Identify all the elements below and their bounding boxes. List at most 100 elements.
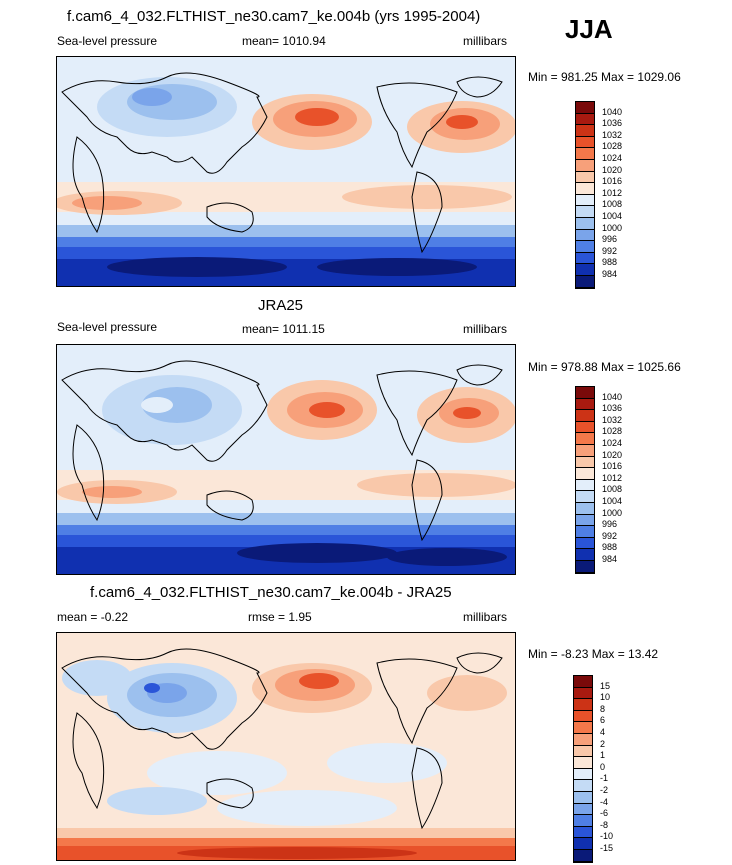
colorbar-swatch: [574, 815, 592, 827]
colorbar-swatch: [576, 183, 594, 195]
colorbar-swatch: [576, 444, 594, 457]
colorbar-level-label: 988: [602, 257, 618, 268]
panel-2-colorbar: 1040 1036 1032 1028 1024 1020 1016 1012 1008 1004…: [575, 386, 622, 574]
colorbar-level-label: 1032: [602, 129, 623, 140]
panel-1-map: [56, 56, 516, 287]
colorbar-level-label: -8: [600, 819, 609, 830]
colorbar-swatch: [576, 456, 594, 469]
panel-3-field: [57, 633, 515, 860]
colorbar-level-label: 996: [602, 519, 618, 530]
colorbar-level-label: 2: [600, 738, 606, 749]
panel-3-colorbar-swatches: [573, 675, 593, 863]
panel-1-minmax: Min = 981.25 Max = 1029.06: [528, 70, 681, 84]
colorbar-level-label: 1000: [602, 507, 623, 518]
colorbar-swatch: [574, 722, 592, 734]
colorbar-level-label: -4: [600, 796, 609, 807]
colorbar-level-label: 996: [602, 234, 618, 245]
colorbar-level-label: 1040: [602, 391, 623, 402]
panel-2-map: [56, 344, 516, 575]
colorbar-swatch: [576, 241, 594, 253]
colorbar-level-label: 8: [600, 703, 606, 714]
colorbar-level-label: 1020: [602, 164, 623, 175]
colorbar-swatch: [576, 264, 594, 276]
colorbar-swatch: [576, 479, 594, 492]
colorbar-swatch: [574, 733, 592, 746]
colorbar-level-label: 1040: [602, 106, 623, 117]
colorbar-level-label: 1036: [602, 118, 623, 129]
colorbar-swatch: [576, 229, 594, 242]
panel-3-map: [56, 632, 516, 861]
colorbar-swatch: [576, 252, 594, 265]
colorbar-level-label: 1: [600, 750, 606, 761]
colorbar-level-label: -6: [600, 808, 609, 819]
colorbar-swatch: [576, 275, 594, 288]
colorbar-swatch: [576, 206, 594, 218]
colorbar-level-label: 1012: [602, 472, 623, 483]
colorbar-swatch: [576, 491, 594, 503]
colorbar-swatch: [576, 549, 594, 561]
panel-2-units-label: millibars: [463, 322, 508, 336]
colorbar-swatch: [576, 194, 594, 207]
panel-2-field: [57, 345, 515, 574]
colorbar-level-label: 1004: [602, 211, 623, 221]
colorbar-swatch: [574, 791, 592, 804]
colorbar-swatch: [574, 745, 592, 758]
colorbar-swatch: [574, 768, 592, 781]
colorbar-swatch: [576, 560, 594, 573]
colorbar-level-label: 1032: [602, 414, 623, 425]
colorbar-swatch: [576, 421, 594, 434]
colorbar-swatch: [574, 838, 592, 850]
colorbar-level-label: 1016: [602, 461, 623, 472]
season-label: JJA: [565, 14, 613, 44]
colorbar-level-label: 15: [600, 680, 611, 691]
colorbar-swatch: [576, 102, 594, 114]
panel-3-colorbar: 15 10 8 6 4 2 1 0 -1 -2 -4 -6 -8 -10 -15: [573, 675, 613, 863]
colorbar-level-label: 1004: [602, 496, 623, 506]
colorbar-level-label: 1020: [602, 449, 623, 460]
colorbar-swatch: [574, 687, 592, 700]
colorbar-level-label: 984: [602, 269, 618, 279]
colorbar-level-label: 988: [602, 542, 618, 553]
colorbar-level-label: 1008: [602, 484, 623, 495]
colorbar-swatch: [576, 171, 594, 184]
colorbar-level-label: 10: [600, 692, 611, 703]
colorbar-swatch: [574, 849, 592, 862]
panel-3-units-label: millibars: [463, 610, 508, 624]
panel-1-colorbar-swatches: [575, 101, 595, 289]
colorbar-level-label: -2: [600, 785, 609, 795]
panel-2-title: JRA25: [258, 297, 304, 314]
panel-3-title: f.cam6_4_032.FLTHIST_ne30.cam7_ke.004b -…: [90, 584, 452, 601]
colorbar-level-label: 1028: [602, 426, 623, 437]
colorbar-swatch: [574, 803, 592, 816]
colorbar-swatch: [576, 433, 594, 445]
colorbar-level-label: 1024: [602, 438, 623, 448]
colorbar-level-label: 0: [600, 761, 606, 772]
colorbar-swatch: [576, 113, 594, 126]
colorbar-level-label: 984: [602, 554, 618, 564]
colorbar-swatch: [576, 125, 594, 137]
colorbar-level-label: 6: [600, 715, 606, 726]
colorbar-level-label: 1016: [602, 176, 623, 187]
panel-1-title: f.cam6_4_032.FLTHIST_ne30.cam7_ke.004b (…: [67, 8, 481, 25]
colorbar-swatch: [574, 699, 592, 711]
panel-3-mean-label: mean = -0.22: [57, 610, 129, 624]
panel-1-left-label: Sea-level pressure: [57, 34, 158, 48]
colorbar-swatch: [576, 136, 594, 149]
colorbar-level-label: 1024: [602, 153, 623, 163]
colorbar-swatch: [576, 398, 594, 411]
colorbar-swatch: [574, 826, 592, 839]
colorbar-swatch: [574, 710, 592, 723]
colorbar-swatch: [576, 514, 594, 527]
colorbar-level-label: 1008: [602, 199, 623, 210]
colorbar-swatch: [576, 526, 594, 538]
colorbar-swatch: [576, 159, 594, 172]
colorbar-level-label: 1000: [602, 222, 623, 233]
panel-1-mean-label: mean= 1010.94: [242, 34, 326, 48]
colorbar-swatch: [574, 676, 592, 688]
colorbar-level-label: 992: [602, 530, 618, 541]
colorbar-swatch: [576, 387, 594, 399]
colorbar-swatch: [574, 757, 592, 769]
colorbar-swatch: [574, 780, 592, 792]
colorbar-level-label: 1012: [602, 187, 623, 198]
colorbar-swatch: [576, 217, 594, 230]
